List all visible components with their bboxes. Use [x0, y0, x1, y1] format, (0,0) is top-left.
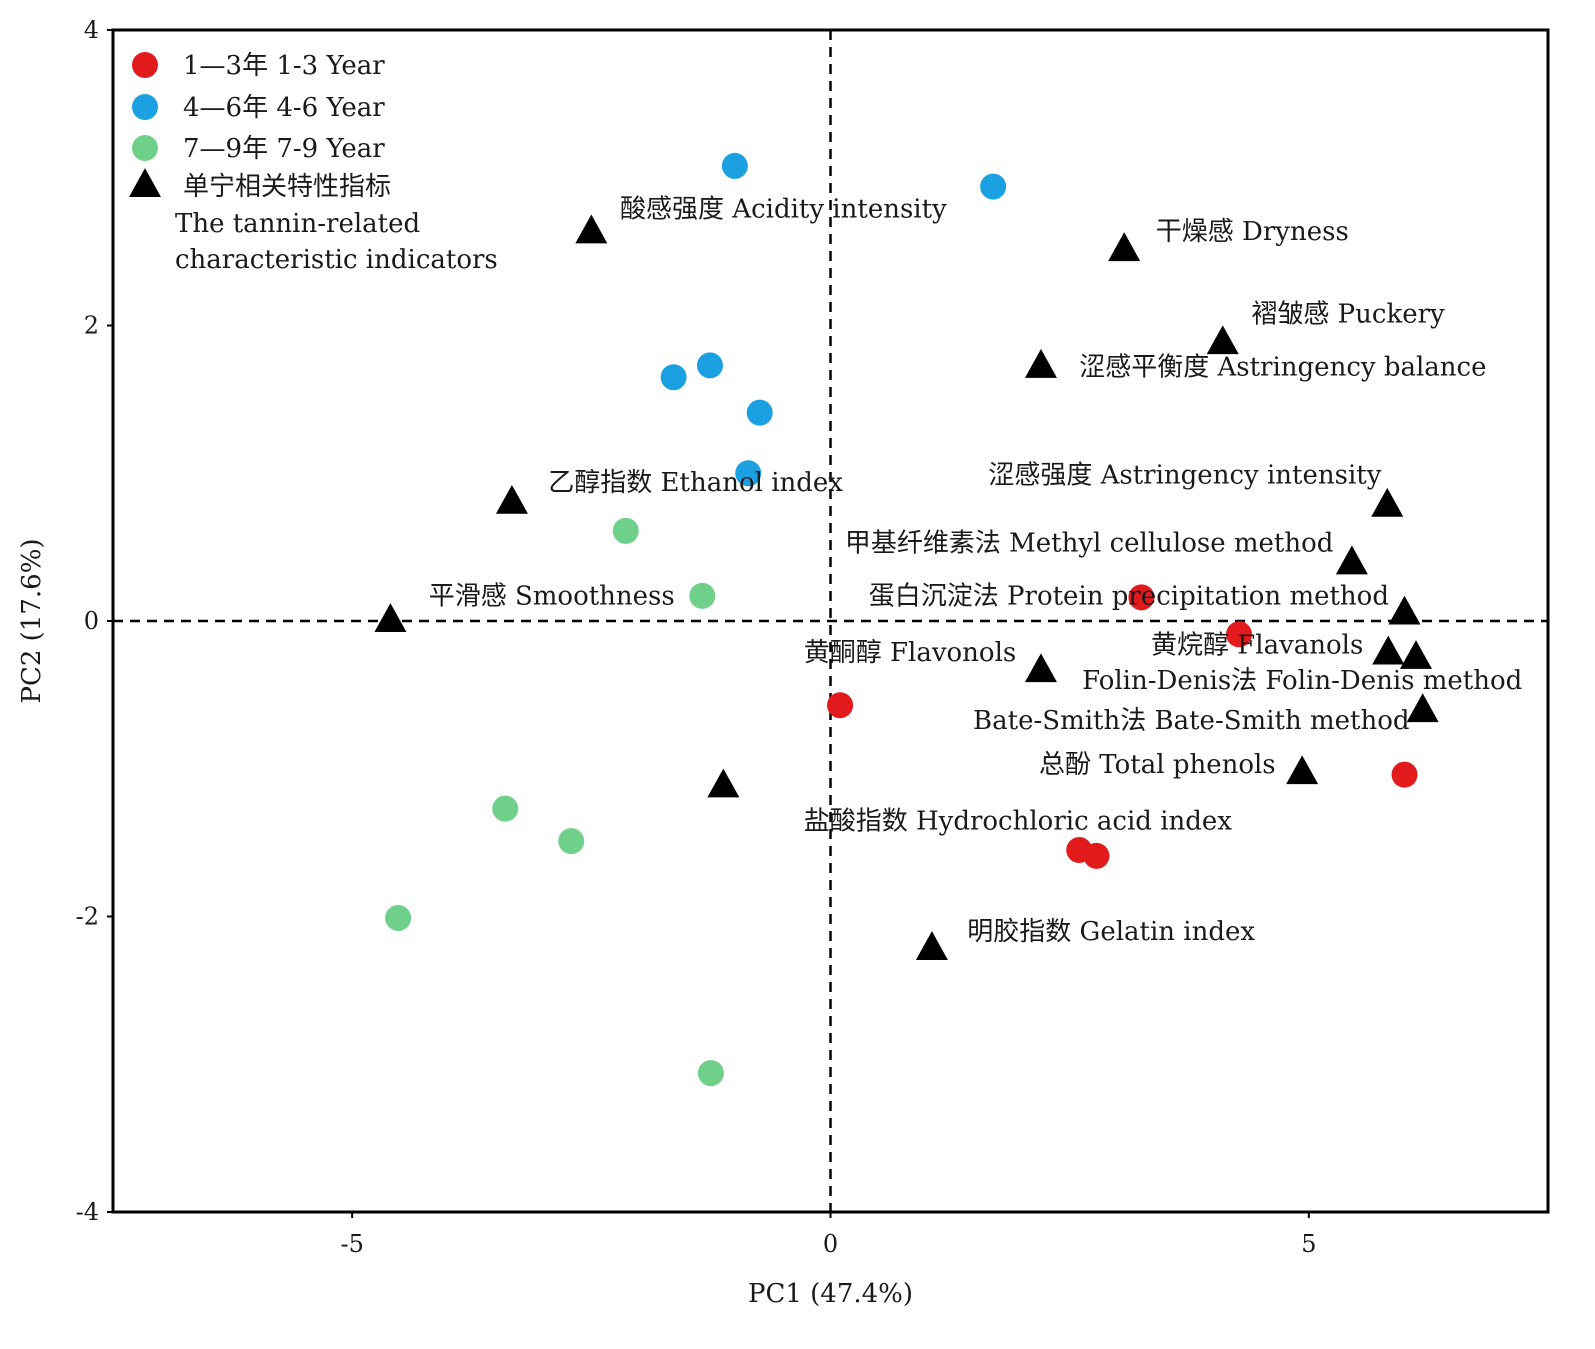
- indicator-triangle-point: [1024, 653, 1057, 683]
- indicator-triangle-point: [374, 603, 407, 632]
- y-tick-label: 4: [84, 16, 99, 44]
- indicator-triangle-point: [1335, 545, 1368, 575]
- indicator-triangle-point: [1024, 349, 1057, 378]
- indicator-triangle-point: [1108, 232, 1141, 262]
- indicator-label: 涩感平衡度 Astringency balance: [1079, 353, 1486, 383]
- indicator-label: 涩感强度 Astringency intensity: [988, 461, 1381, 491]
- sample-point-series-1: [1225, 621, 1252, 648]
- legend-triangle-icon: [129, 168, 161, 197]
- indicator-label: 黄酮醇 Flavonols: [804, 638, 1017, 668]
- indicator-label: 干燥感 Dryness: [1156, 217, 1349, 247]
- sample-point-series-1: [827, 692, 854, 719]
- indicator-triangle-point: [1206, 325, 1239, 355]
- indicator-label: 甲基纤维素法 Methyl cellulose method: [845, 529, 1334, 559]
- legend-label-line3: characteristic indicators: [175, 245, 498, 275]
- sample-point-series-2: [980, 173, 1007, 200]
- legend-circle-icon: [132, 135, 158, 161]
- sample-point-series-2: [735, 460, 762, 487]
- indicator-label: 黄烷醇 Flavanols: [1151, 631, 1363, 661]
- indicator-triangle-point: [707, 768, 740, 798]
- indicator-label: 乙醇指数 Ethanol index: [548, 468, 843, 498]
- plot-area: [111, 28, 1550, 1214]
- y-tick-label: -4: [76, 1198, 99, 1226]
- x-tick-label: -5: [340, 1230, 363, 1258]
- sample-point-series-3: [385, 904, 412, 931]
- indicator-triangle-point: [915, 931, 948, 960]
- y-axis-title: PC2 (17.6%): [17, 538, 47, 703]
- legend-label: 1—3年 1-3 Year: [183, 51, 385, 81]
- legend-label: 单宁相关特性指标: [183, 172, 391, 202]
- y-tick-label: 0: [84, 607, 99, 635]
- x-tick-label: 5: [1301, 1230, 1316, 1258]
- indicator-triangle-point: [1388, 595, 1421, 625]
- sample-point-series-1: [1391, 761, 1418, 788]
- sample-point-series-1: [1128, 584, 1155, 611]
- indicator-triangle-point: [495, 484, 528, 514]
- sample-point-series-2: [660, 364, 687, 391]
- indicator-label: 平滑感 Smoothness: [429, 582, 675, 612]
- indicator-label: Bate-Smith法 Bate-Smith method: [973, 706, 1409, 736]
- legend: 1—3年 1-3 Year 4—6年 4-6 Year 7—9年 7-9 Year 单…: [129, 51, 498, 275]
- indicator-label: 总酚 Total phenols: [1039, 750, 1276, 780]
- indicator-triangle-point: [1406, 693, 1439, 723]
- sample-point-series-3: [492, 795, 519, 822]
- y-tick-label: -2: [76, 903, 99, 931]
- legend-label-line2: The tannin-related: [175, 209, 420, 239]
- sample-point-series-3: [697, 1060, 724, 1087]
- indicator-label: 蛋白沉淀法 Protein precipitation method: [869, 582, 1389, 612]
- y-tick-label: 2: [84, 312, 99, 340]
- indicator-label: 盐酸指数 Hydrochloric acid index: [804, 806, 1233, 836]
- legend-label: 7—9年 7-9 Year: [183, 134, 385, 164]
- indicator-triangle-point: [1371, 487, 1404, 517]
- legend-circle-icon: [132, 52, 158, 78]
- indicator-triangle-point: [1286, 755, 1319, 785]
- indicator-triangle-point: [1372, 635, 1405, 665]
- sample-point-series-3: [689, 582, 716, 609]
- indicator-triangle-point: [575, 214, 608, 244]
- indicator-label: 褶皱感 Puckery: [1251, 300, 1445, 330]
- sample-point-series-2: [696, 352, 723, 379]
- sample-point-series-3: [558, 828, 585, 855]
- sample-point-series-2: [721, 152, 748, 179]
- axes: -5 0 5 -4 -2 0 2 4 PC1 (47.4%) PC2 (17.6%): [17, 16, 1316, 1309]
- annotation-labels: 酸感强度 Acidity intensity 干燥感 Dryness 褶皱感 Puc…: [429, 195, 1523, 947]
- sample-point-series-1: [1083, 842, 1110, 869]
- sample-point-series-3: [612, 517, 639, 544]
- sample-point-series-2: [746, 399, 773, 426]
- indicator-label: Folin-Denis法 Folin-Denis method: [1082, 666, 1522, 696]
- indicator-label: 明胶指数 Gelatin index: [967, 917, 1255, 947]
- indicator-label: 酸感强度 Acidity intensity: [620, 195, 947, 225]
- x-tick-label: 0: [823, 1230, 838, 1258]
- data-marks: [374, 152, 1439, 1087]
- indicator-triangle-point: [1399, 640, 1432, 669]
- x-axis-title: PC1 (47.4%): [748, 1279, 913, 1309]
- legend-circle-icon: [132, 94, 158, 120]
- legend-label: 4—6年 4-6 Year: [183, 93, 385, 123]
